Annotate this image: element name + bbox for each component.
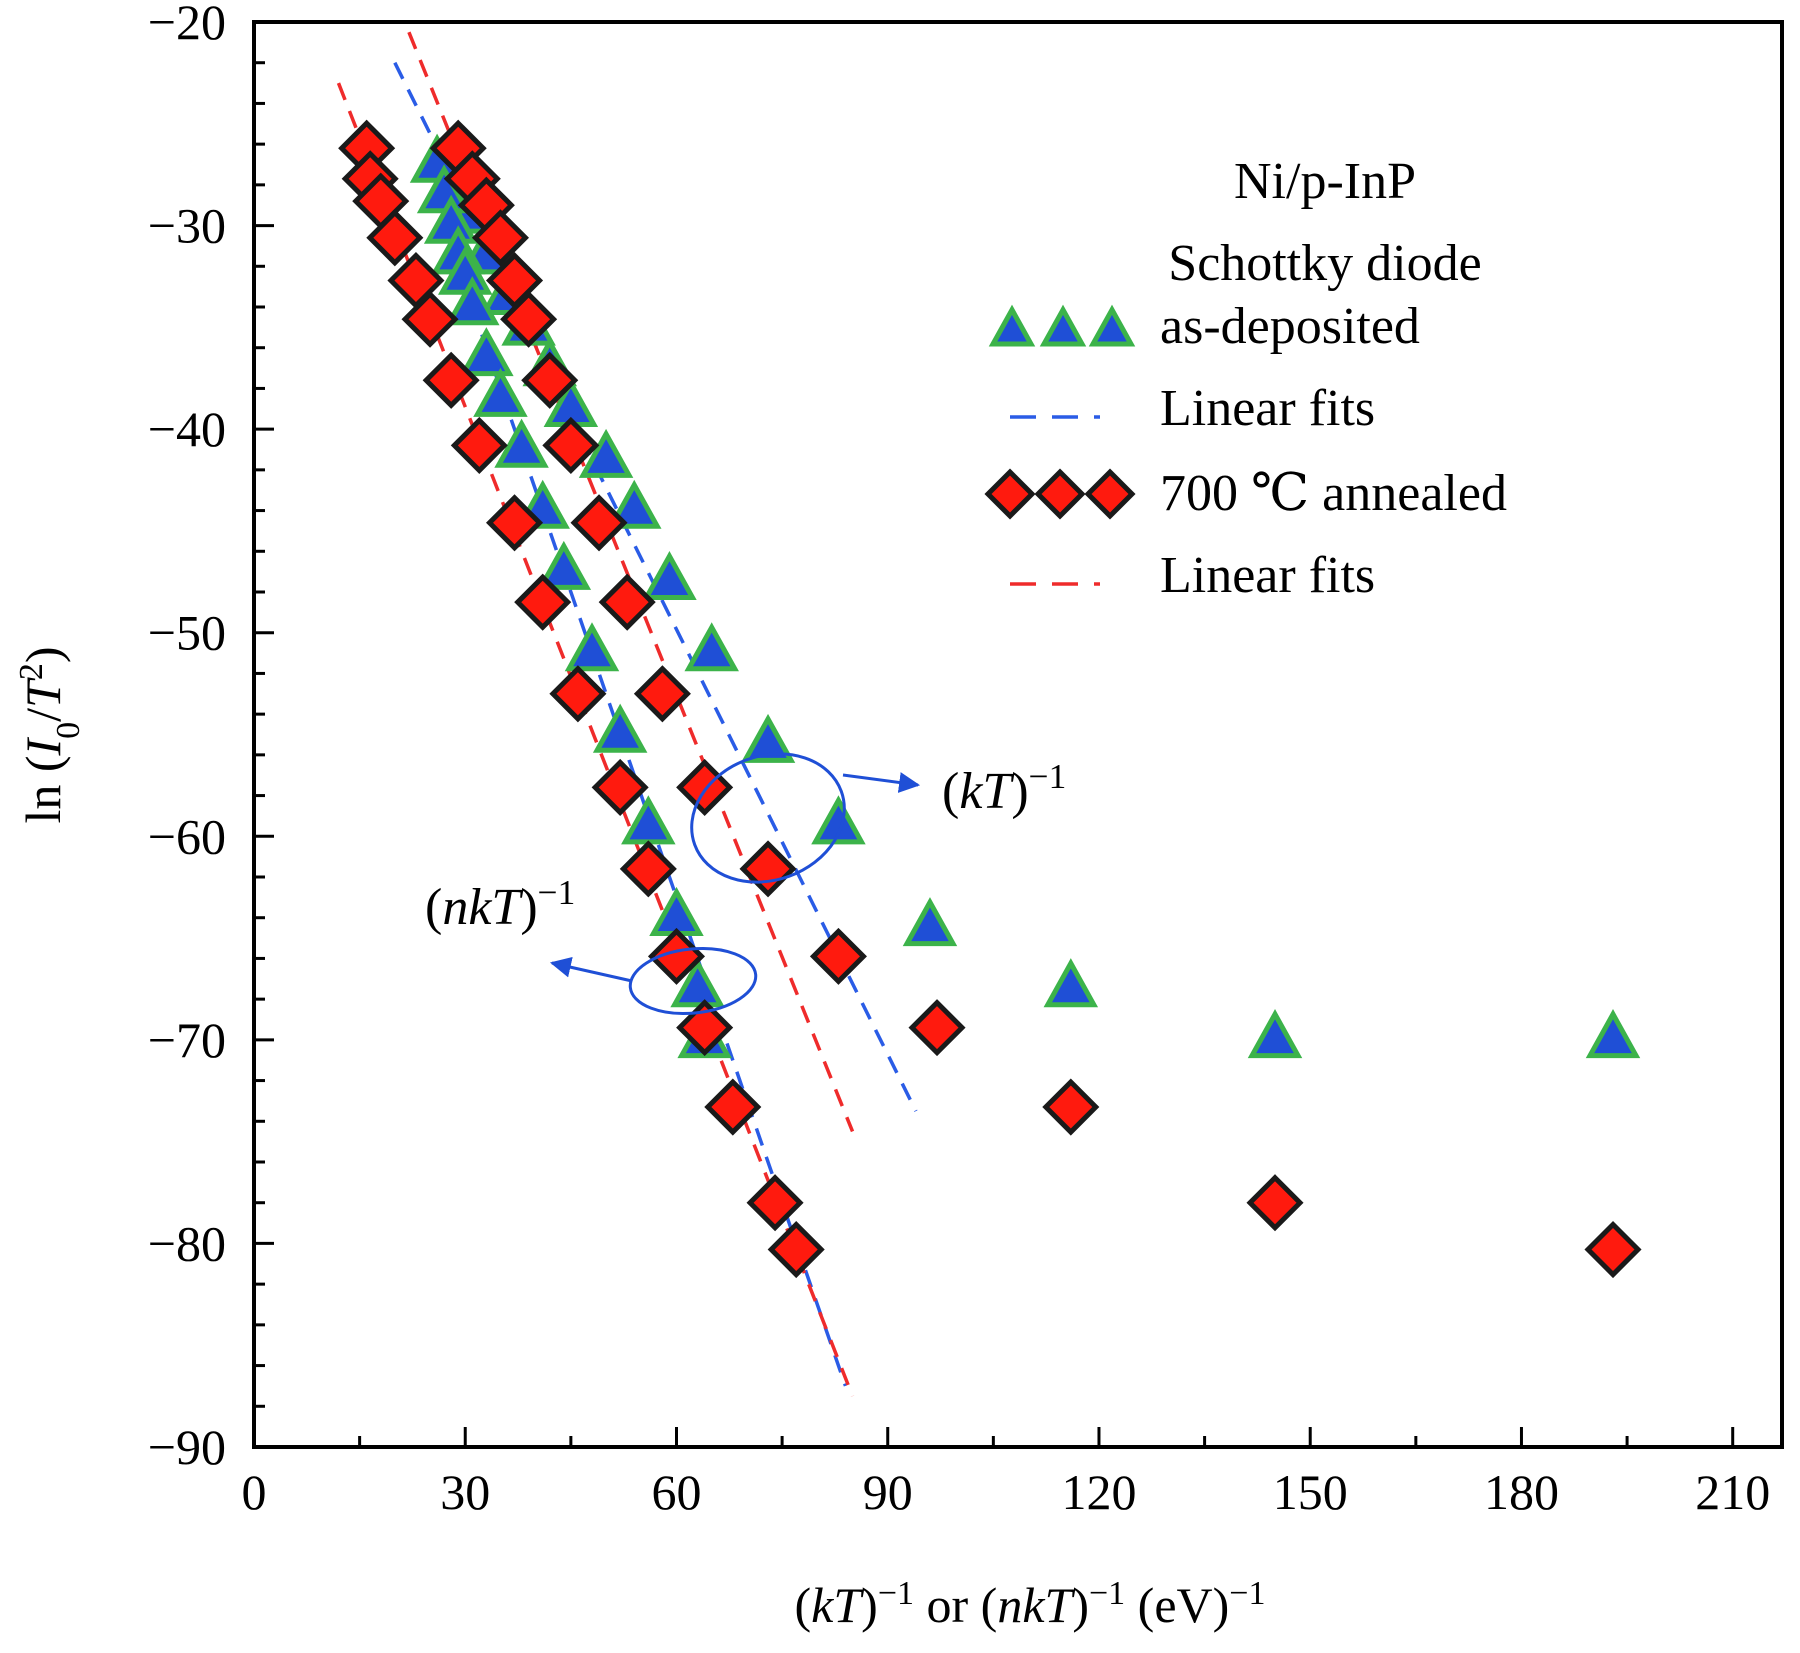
as-deposited-point	[606, 479, 662, 529]
annealed-point	[521, 351, 579, 409]
x-tick-label: 120	[1061, 1464, 1136, 1520]
nkt-annotation-label: (nkT)−1	[425, 872, 575, 936]
legend-diamond-marker	[984, 468, 1036, 520]
legend-entry: Linear fits	[1010, 547, 1375, 604]
annealed-point	[619, 840, 677, 898]
data-points	[338, 119, 1642, 1279]
annotations: (kT)−1 (nkT)−1	[425, 752, 1066, 1015]
legend-title-line: Ni/p-InP	[1234, 153, 1416, 210]
legend-label: as-deposited	[1160, 298, 1420, 355]
legend-entry: as-deposited	[988, 298, 1420, 355]
legend-label: Linear fits	[1160, 380, 1375, 437]
axis-ticks	[252, 20, 1735, 1449]
x-tick-label: 90	[863, 1464, 913, 1520]
as-deposited-point	[473, 367, 528, 417]
x-axis-title: (kT)−1 or (nkT)−1 (eV)−1	[795, 1575, 1266, 1634]
legend-diamond-marker	[1034, 468, 1086, 520]
axis-titles: (kT)−1 or (nkT)−1 (eV)−1 ln (I0/T2)	[13, 646, 1266, 1633]
annealed-point	[633, 665, 691, 723]
as-deposited-point	[902, 897, 958, 947]
annealed-point	[908, 999, 966, 1057]
linear-fit-line	[336, 82, 855, 1397]
y-tick-label: −50	[148, 605, 226, 661]
as-deposited-point	[1043, 958, 1099, 1008]
as-deposited-point	[494, 418, 549, 468]
annealed-point	[422, 351, 480, 409]
legend-triangle-marker	[988, 304, 1036, 347]
as-deposited-point	[459, 327, 514, 377]
annealed-point	[471, 209, 529, 267]
annealed-point	[401, 290, 459, 348]
kt-highlight-ellipse	[690, 752, 846, 884]
x-tick-label: 180	[1484, 1464, 1559, 1520]
as-deposited-point	[592, 703, 648, 753]
annealed-point	[450, 416, 508, 474]
annealed-point	[500, 290, 558, 348]
kt-annotation-label: (kT)−1	[942, 756, 1066, 820]
legend-label: 700 ℃ annealed	[1160, 465, 1507, 522]
legend-label: Linear fits	[1160, 547, 1375, 604]
annealed-point	[1042, 1078, 1100, 1136]
legend-entry: 700 ℃ annealed	[984, 465, 1507, 522]
as-deposited-point	[811, 795, 866, 845]
as-deposited-point	[621, 795, 676, 845]
y-tick-label: −80	[148, 1215, 226, 1271]
annealed-point	[514, 573, 572, 631]
annealed-point	[366, 209, 424, 267]
x-tick-label: 60	[651, 1464, 701, 1520]
tick-labels: 0 30 60 90 120 150 180 210 −90 −80 −70 −60 −50 −40 −30…	[148, 0, 1770, 1520]
y-tick-label: −40	[148, 401, 226, 457]
annealed-point	[1584, 1221, 1642, 1279]
nkt-arrow	[549, 956, 633, 983]
annealed-point	[704, 1078, 762, 1136]
annealed-point	[809, 927, 867, 985]
x-tick-label: 150	[1273, 1464, 1348, 1520]
y-tick-label: −70	[148, 1012, 226, 1068]
x-tick-label: 210	[1695, 1464, 1770, 1520]
as-deposited-point	[536, 540, 592, 590]
as-deposited-point	[684, 622, 739, 672]
as-deposited-point	[740, 713, 796, 763]
as-deposited-point	[1585, 1009, 1641, 1059]
as-deposited-point	[649, 886, 704, 936]
y-tick-label: −90	[148, 1419, 226, 1475]
y-tick-label: −60	[148, 808, 226, 864]
annealed-point	[542, 416, 600, 474]
legend-title-line: Schottky diode	[1168, 235, 1481, 292]
annealed-point	[549, 665, 607, 723]
plot-frame	[252, 20, 1784, 1449]
y-axis-title: ln (I0/T2)	[13, 646, 87, 823]
annealed-point	[746, 1174, 804, 1232]
y-tick-label: −20	[148, 0, 226, 50]
legend-diamond-marker	[1084, 468, 1136, 520]
as-deposited-point	[642, 551, 697, 601]
as-deposited-point	[578, 428, 634, 478]
kt-arrow	[842, 772, 921, 793]
annealed-point	[485, 494, 544, 552]
as-deposited-point	[1247, 1009, 1303, 1059]
annealed-point	[767, 1221, 825, 1279]
nkt-highlight-ellipse	[628, 947, 758, 1015]
annealed-point	[570, 494, 628, 552]
as-deposited-point	[445, 276, 500, 326]
annealed-point	[1246, 1174, 1304, 1232]
legend-triangle-marker	[1088, 304, 1136, 347]
annealed-point	[591, 758, 649, 816]
annealed-point	[676, 758, 734, 816]
fit-lines	[336, 31, 918, 1397]
legend-entry: Linear fits	[1010, 380, 1375, 437]
legend: Ni/p-InP Schottky diode as-deposited Linear…	[984, 153, 1507, 604]
x-tick-label: 30	[440, 1464, 490, 1520]
legend-triangle-marker	[1039, 304, 1087, 347]
annealed-point	[676, 999, 734, 1057]
y-tick-label: −30	[148, 198, 226, 254]
x-tick-label: 0	[242, 1464, 267, 1520]
as-deposited-point	[670, 958, 725, 1008]
annealed-point	[598, 573, 656, 631]
as-deposited-point	[564, 622, 620, 672]
